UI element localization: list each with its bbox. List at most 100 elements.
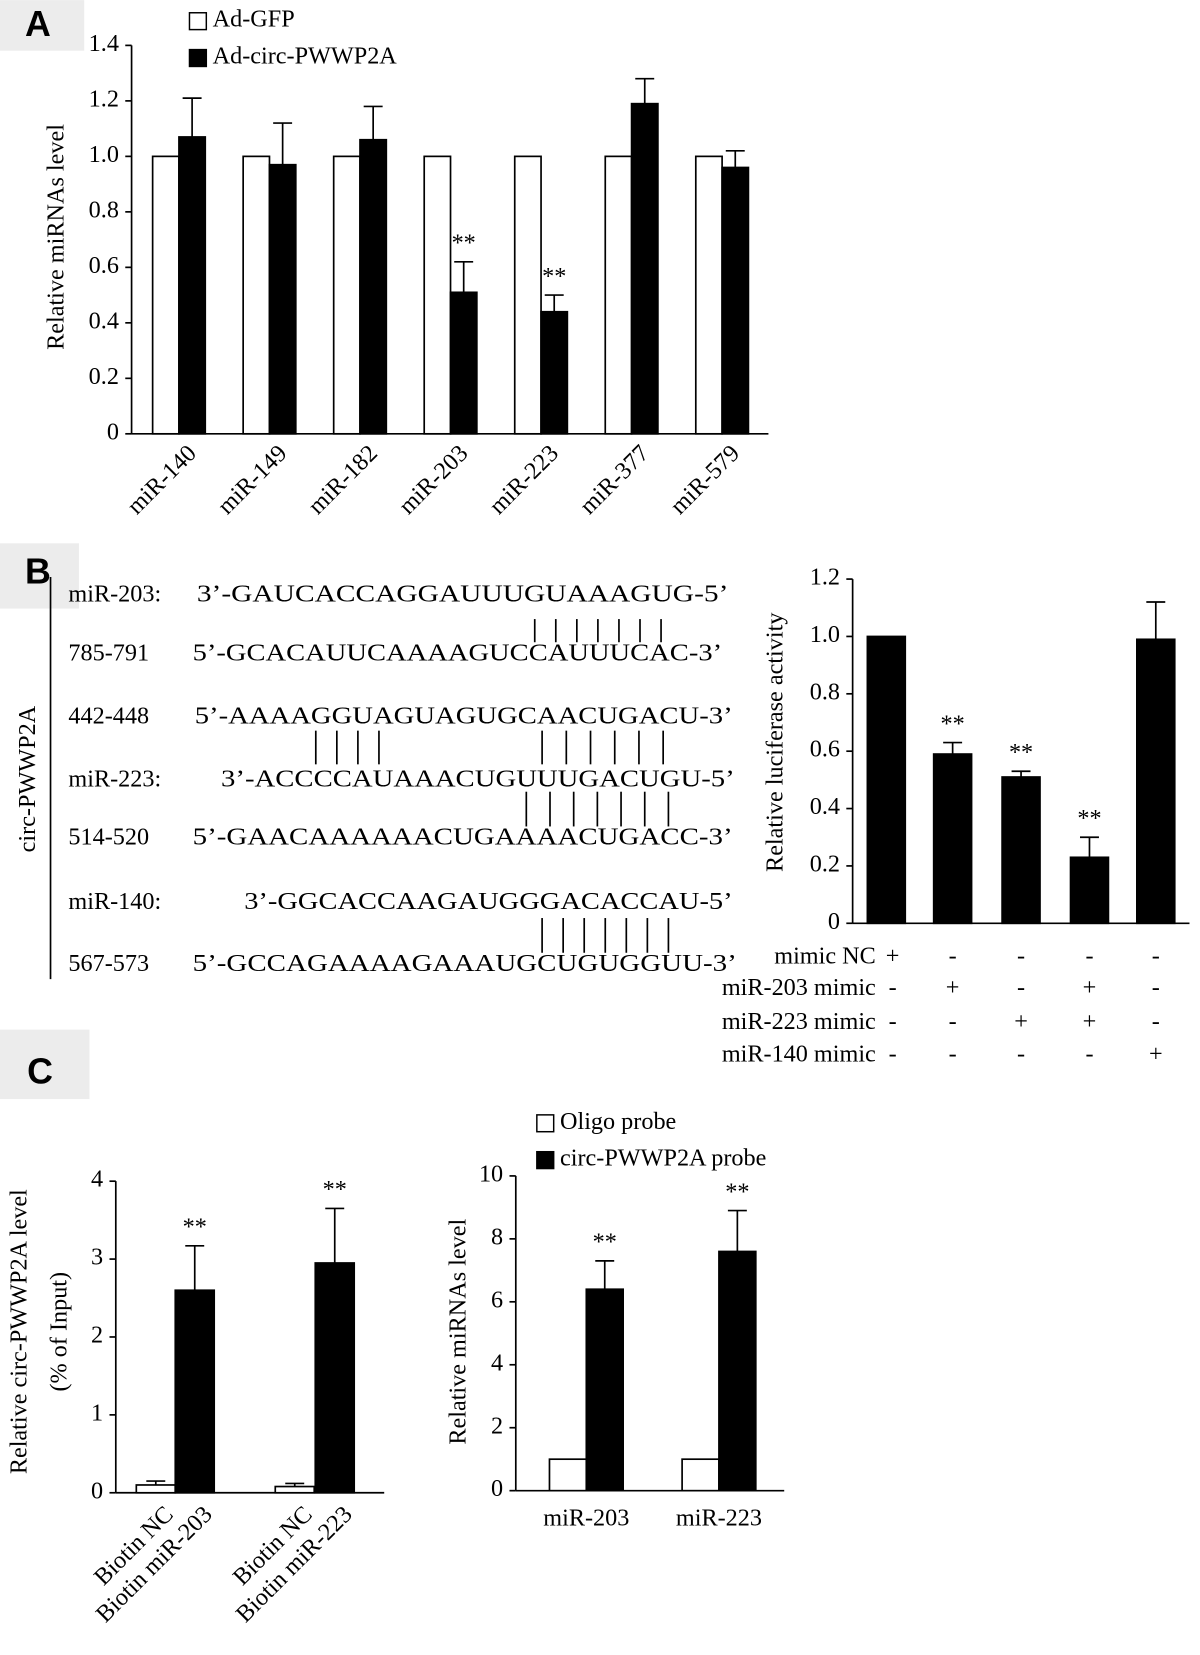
row-label: 442-448 <box>68 703 149 730</box>
y-tick-label: 2 <box>91 1322 103 1349</box>
treatment-sign: - <box>889 1008 897 1035</box>
x-tick-label: miR-149 <box>212 440 292 520</box>
panel-label-box <box>0 0 85 51</box>
treatment-sign: - <box>889 1040 897 1067</box>
y-tick-label: 4 <box>91 1166 103 1193</box>
bar <box>718 1250 757 1492</box>
panel-label: A <box>25 4 51 44</box>
treatment-sign: - <box>1017 974 1025 1001</box>
bar <box>932 753 973 925</box>
treatment-sign: - <box>1085 943 1093 970</box>
bar <box>178 136 207 435</box>
treatment-sign: - <box>1152 1008 1160 1035</box>
bar <box>548 1458 588 1492</box>
bar <box>866 635 907 925</box>
bar <box>314 1262 356 1494</box>
bar <box>242 155 271 435</box>
treatment-sign: - <box>1017 1040 1025 1067</box>
bar <box>681 1458 720 1492</box>
y-tick-label: 10 <box>479 1160 503 1187</box>
y-tick-label: 0.8 <box>89 196 119 223</box>
y-tick-label: 1.2 <box>810 564 840 591</box>
row-label: miR-203: <box>68 580 161 607</box>
bar <box>423 155 452 435</box>
x-tick-label: miR-223 <box>676 1505 762 1532</box>
y-tick-label: 0 <box>828 908 840 935</box>
treatment-sign: - <box>1152 974 1160 1001</box>
y-axis-label: Relative miRNAs level <box>445 1219 472 1445</box>
y-tick-label: 4 <box>491 1349 503 1376</box>
significance: ** <box>323 1176 347 1203</box>
y-tick-label: 0 <box>491 1475 503 1502</box>
x-tick-label: miR-579 <box>665 440 745 520</box>
treatment-sign: - <box>949 1040 957 1067</box>
x-tick-label: miR-140 <box>122 440 202 520</box>
sequence: 3’-ACCCCAUAAACUGUUUGACUGU-5’ <box>221 766 735 793</box>
treatment-sign: + <box>1149 1040 1163 1067</box>
x-tick-label: miR-203 <box>393 440 473 520</box>
y-tick-label: 0.8 <box>810 678 840 705</box>
y-tick-label: 3 <box>91 1244 103 1271</box>
sequence: 5’-AAAAGGUAGUAGUGCAACUGACU-3’ <box>195 703 733 730</box>
bar <box>332 155 361 435</box>
row-label: miR-140: <box>68 888 161 915</box>
treatment-sign: + <box>946 974 960 1001</box>
y-tick-label: 0.6 <box>89 252 119 279</box>
x-tick-label: miR-377 <box>575 440 655 520</box>
group-label: circ-PWWP2A <box>14 705 41 852</box>
y-tick-label: 1.4 <box>89 30 119 57</box>
sequence: 5’-GCACAUUCAAAAGUCCAUUUCAC-3’ <box>193 639 722 666</box>
treatment-sign: - <box>1152 943 1160 970</box>
treatment-sign: + <box>1014 1008 1028 1035</box>
row-label: 785-791 <box>68 639 149 666</box>
y-axis-label: (% of Input) <box>46 1272 73 1392</box>
bar <box>174 1289 216 1494</box>
y-tick-label: 6 <box>491 1286 503 1313</box>
legend-label: Ad-circ-PWWP2A <box>213 43 398 70</box>
bar <box>274 1485 316 1494</box>
y-axis-label: Relative miRNAs level <box>42 124 69 350</box>
bar <box>1069 856 1110 925</box>
bar <box>1001 776 1041 925</box>
treatment-sign: + <box>886 943 900 970</box>
panel-label: B <box>25 551 51 591</box>
significance: ** <box>941 710 965 737</box>
bar <box>694 155 723 435</box>
y-axis-label: Relative luciferase activity <box>761 613 788 872</box>
significance: ** <box>1009 739 1033 766</box>
bar <box>151 155 180 435</box>
y-tick-label: 0.2 <box>89 363 119 390</box>
treatment-sign: + <box>1083 1008 1097 1035</box>
row-label: miR-223: <box>68 766 161 793</box>
legend-label: circ-PWWP2A probe <box>560 1145 766 1172</box>
y-tick-label: 0.4 <box>89 307 119 334</box>
treatment-sign: - <box>889 974 897 1001</box>
legend-swatch <box>188 48 208 68</box>
row-label: 567-573 <box>68 950 149 977</box>
significance: ** <box>452 230 476 257</box>
treatment-sign: - <box>1085 1040 1093 1067</box>
treatment-sign: - <box>949 943 957 970</box>
y-tick-label: 0 <box>107 418 119 445</box>
panel-label: C <box>27 1051 53 1091</box>
treatment-label: miR-223 mimic <box>722 1008 876 1035</box>
significance: ** <box>1077 805 1101 832</box>
y-tick-label: 1.2 <box>89 85 119 112</box>
y-tick-label: 1 <box>91 1399 103 1426</box>
bar <box>540 310 569 435</box>
panel-label-box <box>0 1029 90 1100</box>
row-label: 514-520 <box>68 824 149 851</box>
treatment-sign: - <box>1017 943 1025 970</box>
sequence: 3’-GGCACCAAGAUGGGACACCAU-5’ <box>244 888 732 915</box>
treatment-label: miR-203 mimic <box>722 974 876 1001</box>
treatment-label: mimic NC <box>774 943 876 970</box>
legend-swatch <box>536 1150 555 1170</box>
bar <box>513 155 542 435</box>
bar <box>721 166 750 435</box>
significance: ** <box>542 263 566 290</box>
legend-swatch <box>188 12 208 31</box>
y-tick-label: 2 <box>491 1412 503 1439</box>
sequence: 5’-GCCAGAAAAGAAAUGCUGUGGUU-3’ <box>193 950 737 977</box>
significance: ** <box>183 1214 207 1241</box>
